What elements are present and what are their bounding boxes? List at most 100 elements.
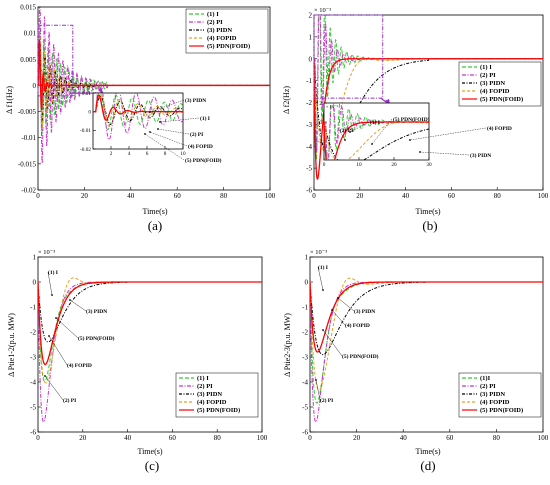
legend-label: (4) FOPID (197, 399, 227, 406)
y-tick-label: -6 (30, 429, 36, 437)
x-tick-label: 20 (79, 434, 87, 442)
y-tick-label: -1 (30, 304, 36, 312)
y-multiplier: × 10⁻³ (310, 249, 327, 256)
annotation-arrow-tip (419, 151, 421, 153)
legend-label: (3) PIDN (197, 391, 222, 398)
panel-label: (c) (145, 458, 159, 473)
annotation-label: (2) PI (63, 397, 76, 404)
x-tick-label: 60 (448, 192, 456, 200)
x-axis-label: Time(s) (415, 207, 440, 216)
annotation-label: (1) I (48, 269, 58, 276)
y-tick-label: -6 (306, 187, 312, 195)
annotation-label: (4) FOPID (487, 125, 512, 132)
annotation-label: (4) FOPID (188, 143, 213, 150)
annotation-label: (1) I (318, 264, 328, 271)
legend-label: (1) I (197, 375, 209, 382)
legend-label: (3) PIDN (480, 391, 505, 398)
y-tick-label: -3 (306, 121, 312, 129)
x-axis-label: Time(s) (415, 447, 440, 456)
x-tick-label: 40 (402, 192, 410, 200)
legend-label: (4) FOPID (480, 399, 510, 406)
x-tick-label: 100 (538, 192, 549, 200)
legend-label: (2) PI (197, 383, 213, 390)
annotation-label: (3) PIDN (354, 308, 375, 315)
legend-label: (2) PI (480, 383, 496, 390)
y-tick-label: -3 (30, 354, 36, 362)
panel-label: (a) (148, 218, 162, 233)
legend-label: (2) PI (480, 72, 496, 79)
y-tick-label: 0.01 (82, 91, 92, 97)
annotation-arrow-tip (149, 131, 151, 133)
y-tick-label: -5 (302, 404, 308, 412)
legend-label: (5) PDN(FOID) (480, 407, 523, 414)
y-tick-label: 0.005 (20, 56, 36, 64)
annotation-arrow-tip (48, 335, 50, 337)
y-tick-label: 0.01 (24, 30, 37, 38)
annotation-label: (1) I (200, 115, 210, 122)
y-tick-label: -0.02 (21, 187, 36, 195)
plot-frame (93, 93, 183, 149)
x-tick-label: 0 (36, 434, 40, 442)
y-tick-label: -2 (30, 329, 36, 337)
y-tick-label: -5 (30, 404, 36, 412)
annotation-arrow-tip (144, 133, 146, 135)
y-multiplier: × 10⁻³ (314, 7, 331, 14)
annotation-arrow-tip (44, 375, 46, 377)
y-tick-label: 1 (305, 254, 309, 262)
panel-label: (d) (420, 458, 435, 473)
legend-label: (5) PDN(FOID) (207, 43, 250, 50)
y-tick-label: -0.02 (80, 147, 91, 153)
annotation-arrow-tip (55, 317, 57, 319)
y-tick-label: 0 (88, 110, 91, 116)
y-tick-label: -4 (302, 379, 308, 387)
y-tick-label: 0.015 (20, 4, 36, 12)
x-tick-label: 80 (214, 434, 222, 442)
x-tick-label: 60 (169, 434, 177, 442)
x-tick-label: 0 (308, 434, 312, 442)
x-tick-label: 60 (174, 192, 182, 200)
legend-label: (5) PDN(FOID) (480, 96, 523, 103)
y-tick-label: -6 (302, 429, 308, 437)
y-tick-label: -0.005 (18, 108, 37, 116)
inset-y-multiplier: × 10⁻³ (326, 104, 339, 109)
x-tick-label: 100 (265, 192, 276, 200)
annotation-arrow-tip (159, 121, 161, 123)
legend-label: (4) FOPID (480, 88, 510, 95)
y-axis-label: Δ Ptie2-3(p.u. MW) (283, 313, 292, 377)
annotation-label: (2) PI (320, 397, 333, 404)
annotation-label: (3) PIDN (185, 97, 206, 104)
x-tick-label: 2 (110, 151, 113, 157)
y-axis-label: Δ Ptie1-2(p.u. MW) (7, 313, 16, 377)
x-tick-label: 20 (391, 162, 397, 168)
y-tick-label: -4 (30, 379, 36, 387)
x-tick-label: 40 (127, 192, 135, 200)
annotation-label: (5) PDN(FOID) (78, 335, 115, 342)
y-tick-label: 0 (33, 82, 37, 90)
x-tick-label: 10 (356, 162, 362, 168)
y-tick-label: -2 (318, 139, 323, 145)
annotation-label: (5) PDN(FOID) (342, 353, 379, 360)
x-tick-label: 100 (538, 434, 549, 442)
x-tick-label: 0 (323, 162, 326, 168)
annotation-label: (2) PI (190, 131, 203, 138)
y-tick-label: -0.01 (80, 128, 91, 134)
x-tick-label: 10 (180, 151, 186, 157)
annotation-label: (4) FOPID (345, 322, 370, 329)
y-tick-label: -4 (306, 143, 312, 151)
y-tick-label: 2 (319, 101, 322, 107)
x-tick-label: 80 (220, 192, 228, 200)
y-tick-label: -3 (302, 354, 308, 362)
y-tick-label: -0.015 (18, 160, 37, 168)
annotation-arrow-tip (371, 143, 373, 145)
x-tick-label: 80 (493, 434, 501, 442)
annotation-label: (2) PI (340, 127, 353, 134)
y-axis-label: Δ f2(Hz) (282, 86, 291, 114)
y-multiplier: × 10⁻³ (38, 249, 55, 256)
x-tick-label: 20 (356, 192, 364, 200)
x-tick-label: 8 (164, 151, 167, 157)
annotation-label: (4) FOPID (67, 362, 92, 369)
